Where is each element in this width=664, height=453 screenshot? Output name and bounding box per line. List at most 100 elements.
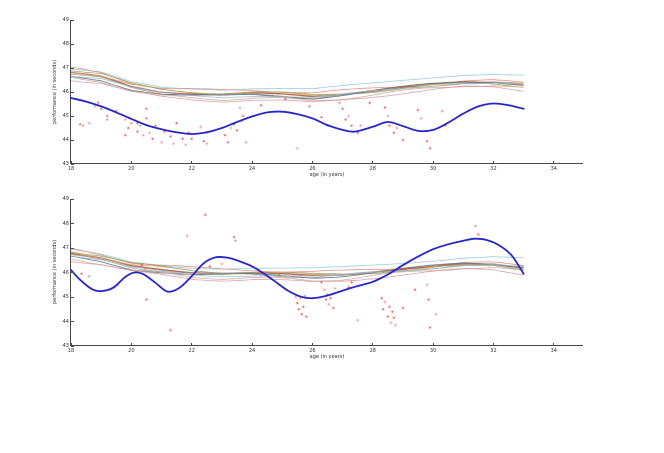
scatter-point-red xyxy=(368,101,371,104)
scatter-point-red xyxy=(221,263,223,265)
y-tick-label: 45 xyxy=(62,113,69,119)
scatter-point-red xyxy=(79,123,81,126)
scatter-point-red xyxy=(299,297,302,300)
scatter-point-red xyxy=(347,115,350,117)
scatter-point-red xyxy=(387,315,389,318)
y-tick-mark xyxy=(71,198,74,200)
scatter-point-red xyxy=(393,131,395,134)
y-tick-mark xyxy=(71,19,74,21)
scatter-point-red xyxy=(429,326,431,329)
y-tick-mark xyxy=(71,139,74,141)
x-tick-mark xyxy=(70,161,72,164)
scatter-point-red xyxy=(124,134,127,137)
scatter-point-red xyxy=(294,296,297,298)
scatter-point-red xyxy=(414,288,416,291)
x-tick-mark xyxy=(251,343,253,346)
scatter-point-red xyxy=(420,117,422,120)
trend-curve xyxy=(70,237,525,300)
x-tick-label: 30 xyxy=(429,348,437,354)
band-line-4 xyxy=(70,251,524,275)
y-tick-mark xyxy=(71,163,74,165)
bottom-plot: performance (in seconds) age (in years) … xyxy=(52,196,583,360)
band-line-6 xyxy=(70,255,524,279)
x-tick-mark xyxy=(553,343,555,346)
scatter-point-red xyxy=(325,298,327,301)
scatter-point-red xyxy=(172,142,175,145)
scatter-point-red xyxy=(204,214,207,216)
x-tick-label: 18 xyxy=(67,348,75,354)
x-tick-mark xyxy=(432,343,434,346)
top-plot-x-axis-label: age (in years) xyxy=(309,172,345,178)
scatter-point-red xyxy=(141,264,143,267)
scatter-point-red xyxy=(175,122,178,125)
scatter-point-red xyxy=(130,122,133,125)
scatter-point-red xyxy=(435,313,437,316)
y-tick-mark xyxy=(71,115,74,117)
scatter-point-red xyxy=(390,321,392,324)
scatter-point-red xyxy=(426,140,428,143)
y-tick-label: 47 xyxy=(62,245,69,251)
x-tick-mark xyxy=(70,343,72,346)
scatter-point-red xyxy=(387,115,389,117)
x-tick-mark xyxy=(251,161,253,164)
scatter-point-red xyxy=(296,302,299,304)
x-tick-mark xyxy=(372,161,374,164)
x-tick-mark xyxy=(372,343,374,346)
scatter-point-red xyxy=(402,139,404,141)
scatter-point-red xyxy=(359,124,362,127)
x-tick-mark xyxy=(130,343,132,346)
scatter-point-red xyxy=(350,124,353,127)
scatter-point-red xyxy=(320,116,323,119)
bottom-plot-x-axis-label: age (in years) xyxy=(309,354,345,360)
band-line-9 xyxy=(70,75,524,98)
scatter-point-red xyxy=(181,137,184,140)
scatter-point-red xyxy=(297,308,300,311)
band-line-8 xyxy=(70,261,524,283)
scatter-point-red xyxy=(302,305,305,308)
scatter-point-red xyxy=(186,234,189,237)
scatter-point-red xyxy=(190,137,193,140)
scatter-point-red xyxy=(227,141,229,144)
scatter-point-red xyxy=(80,272,83,275)
scatter-point-red xyxy=(329,297,332,300)
scatter-point-red xyxy=(224,134,226,137)
y-tick-label: 44 xyxy=(62,137,69,143)
scatter-point-red xyxy=(477,233,480,236)
y-tick-label: 48 xyxy=(62,220,69,227)
scatter-point-red xyxy=(199,125,202,128)
scatter-point-red xyxy=(205,142,208,145)
scatter-point-red xyxy=(142,134,145,137)
scatter-point-red xyxy=(127,127,130,129)
scatter-point-red xyxy=(334,287,336,290)
x-tick-mark xyxy=(432,161,434,164)
scatter-point-red xyxy=(300,313,303,316)
scatter-point-red xyxy=(202,140,205,143)
scatter-point-red xyxy=(208,265,211,268)
scatter-point-red xyxy=(242,115,244,117)
scatter-point-red xyxy=(380,297,383,300)
x-tick-label: 24 xyxy=(248,166,256,172)
scatter-point-red xyxy=(356,131,359,134)
y-tick-label: 43 xyxy=(62,161,69,167)
scatter-point-red xyxy=(145,117,148,120)
scatter-point-red xyxy=(417,109,419,111)
y-tick-label: 48 xyxy=(62,41,69,47)
scatter-point-red xyxy=(145,298,148,301)
band-line-2 xyxy=(70,252,524,277)
y-tick-label: 46 xyxy=(62,89,69,95)
scatter-point-red xyxy=(382,308,385,311)
scatter-point-red xyxy=(233,236,235,238)
scatter-point-red xyxy=(163,130,166,133)
scatter-point-red xyxy=(136,130,139,133)
scatter-point-red xyxy=(236,129,238,132)
x-tick-label: 34 xyxy=(550,166,557,172)
x-tick-label: 26 xyxy=(309,166,316,172)
scatter-point-red xyxy=(124,118,127,121)
scatter-point-red xyxy=(305,315,308,318)
x-tick-label: 18 xyxy=(67,166,75,172)
y-tick-mark xyxy=(71,91,74,93)
y-tick-mark xyxy=(71,296,74,298)
x-tick-label: 34 xyxy=(550,348,557,354)
y-tick-label: 44 xyxy=(62,318,69,325)
